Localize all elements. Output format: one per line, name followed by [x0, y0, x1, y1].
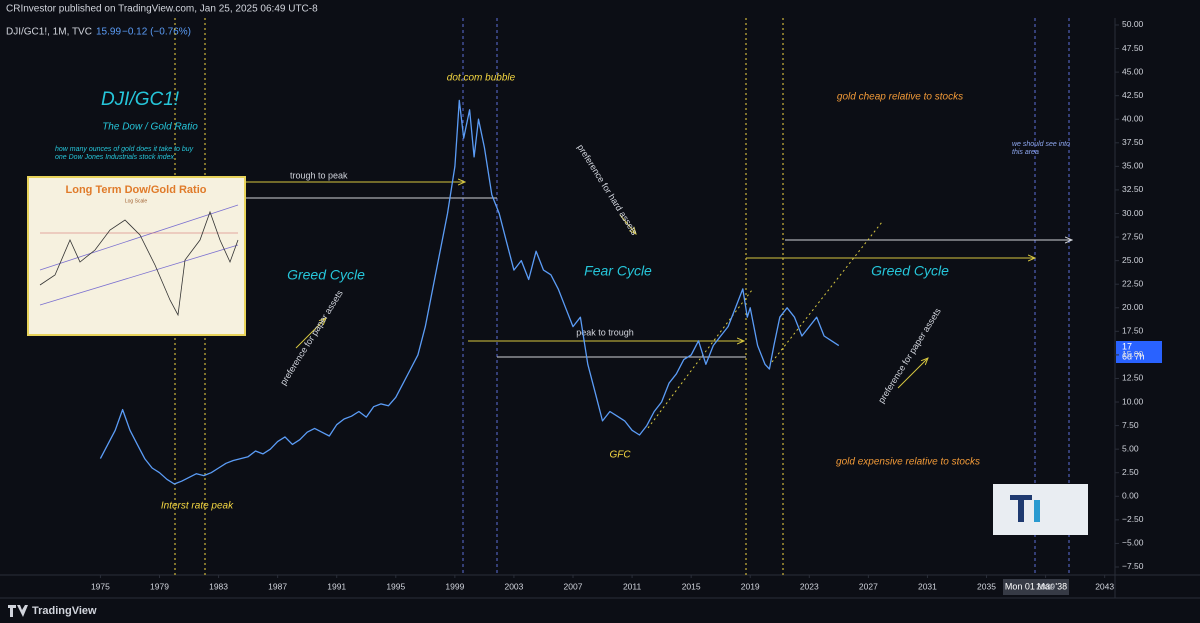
x-tick-label: 1979 [150, 581, 169, 591]
trend-line [647, 289, 753, 429]
annotation: DJI/GC1! [101, 89, 180, 110]
x-tick-label: 1999 [445, 581, 464, 591]
y-tick-label: 5.00 [1122, 443, 1139, 453]
brand-logo [8, 605, 28, 617]
y-tick-label: 27.50 [1122, 231, 1144, 241]
arrow [295, 318, 326, 349]
annotation: how many ounces of gold does it take to … [55, 146, 194, 153]
y-tick-label: 15.00 [1122, 349, 1144, 359]
x-tick-label: 1987 [268, 581, 287, 591]
annotation: gold cheap relative to stocks [837, 92, 963, 103]
y-tick-label: 10.00 [1122, 396, 1144, 406]
inset-title: Long Term Dow/Gold Ratio [66, 184, 207, 196]
brand: TradingView [32, 605, 97, 617]
x-tick-label: 2039 [1036, 581, 1055, 591]
annotation: Interst rate peak [161, 501, 234, 512]
logo-mark [1010, 495, 1032, 522]
logo [993, 484, 1088, 535]
annotation: GFC [609, 450, 631, 461]
x-tick-label: 2043 [1095, 581, 1114, 591]
inset-line [39, 210, 239, 317]
x-tick-label: 2011 [623, 581, 642, 591]
header-price: 15.99 [96, 27, 121, 38]
y-tick-label: −7.50 [1122, 561, 1144, 571]
x-tick-label: 2031 [918, 581, 937, 591]
symbol: DJI/GC1!, 1M, TVC [6, 27, 92, 38]
x-tick-label: 1995 [386, 581, 405, 591]
annotation: The Dow / Gold Ratio [102, 122, 198, 133]
y-tick-label: 32.50 [1122, 184, 1144, 194]
price-tag-value: 17 [1122, 341, 1132, 351]
y-tick-label: 7.50 [1122, 420, 1139, 430]
x-tick-label: 2007 [564, 581, 583, 591]
x-tick-label: 2035 [977, 581, 996, 591]
annotation: peak to trough [576, 327, 634, 337]
price-tag [1116, 341, 1162, 363]
inset-frame [27, 176, 246, 336]
y-tick-label: −5.00 [1122, 538, 1144, 548]
annotation: Greed Cycle [871, 263, 949, 279]
price-tag-countdown: 6d 7h [1122, 351, 1145, 361]
annotation: dot.com bubble [447, 73, 516, 84]
x-tick-label: 2019 [741, 581, 760, 591]
logo-mark [1034, 500, 1040, 522]
y-tick-label: 22.50 [1122, 278, 1144, 288]
arrow [897, 358, 928, 389]
x-tick-label: 1983 [209, 581, 228, 591]
x-tick-label: 2003 [504, 581, 523, 591]
header-change: −0.12 (−0.76%) [122, 27, 191, 38]
y-tick-label: 45.00 [1122, 66, 1144, 76]
y-tick-label: 12.50 [1122, 373, 1144, 383]
y-tick-label: 50.00 [1122, 19, 1144, 29]
logo-box [993, 484, 1088, 535]
inset-channel [39, 204, 239, 271]
crosshair-label [1003, 579, 1069, 595]
annotation: one Dow Jones Industrials stock index [55, 154, 175, 161]
crosshair-date: Mon 01 Mar '38 [1005, 581, 1067, 591]
y-tick-label: 37.50 [1122, 137, 1144, 147]
y-tick-label: 20.00 [1122, 302, 1144, 312]
y-tick-label: 25.00 [1122, 255, 1144, 265]
annotation: Greed Cycle [287, 267, 365, 283]
y-tick-label: 30.00 [1122, 208, 1144, 218]
arrow [619, 214, 636, 234]
inset-channel [39, 244, 239, 306]
inset-image: Long Term Dow/Gold Ratio Log Scale [27, 176, 246, 336]
x-tick-label: 2023 [800, 581, 819, 591]
x-tick-label: 1975 [91, 581, 110, 591]
y-tick-label: 17.50 [1122, 326, 1144, 336]
inset-subtitle: Log Scale [125, 198, 147, 204]
annotation: trough to peak [290, 170, 348, 180]
y-tick-label: 42.50 [1122, 90, 1144, 100]
x-tick-label: 1991 [327, 581, 346, 591]
y-tick-label: 0.00 [1122, 491, 1139, 501]
y-tick-label: 40.00 [1122, 113, 1144, 123]
annotation: gold expensive relative to stocks [836, 457, 980, 468]
y-tick-label: 2.50 [1122, 467, 1139, 477]
annotation: Fear Cycle [584, 263, 652, 279]
x-tick-label: 2027 [859, 581, 878, 591]
y-tick-label: 47.50 [1122, 43, 1144, 53]
annotation: this area [1012, 149, 1039, 156]
x-tick-label: 2015 [682, 581, 701, 591]
y-tick-label: −2.50 [1122, 514, 1144, 524]
y-tick-label: 35.00 [1122, 161, 1144, 171]
publisher: CRInvestor published on TradingView.com,… [6, 4, 318, 15]
annotation: we should see into [1012, 141, 1070, 148]
price-line [99, 99, 840, 485]
